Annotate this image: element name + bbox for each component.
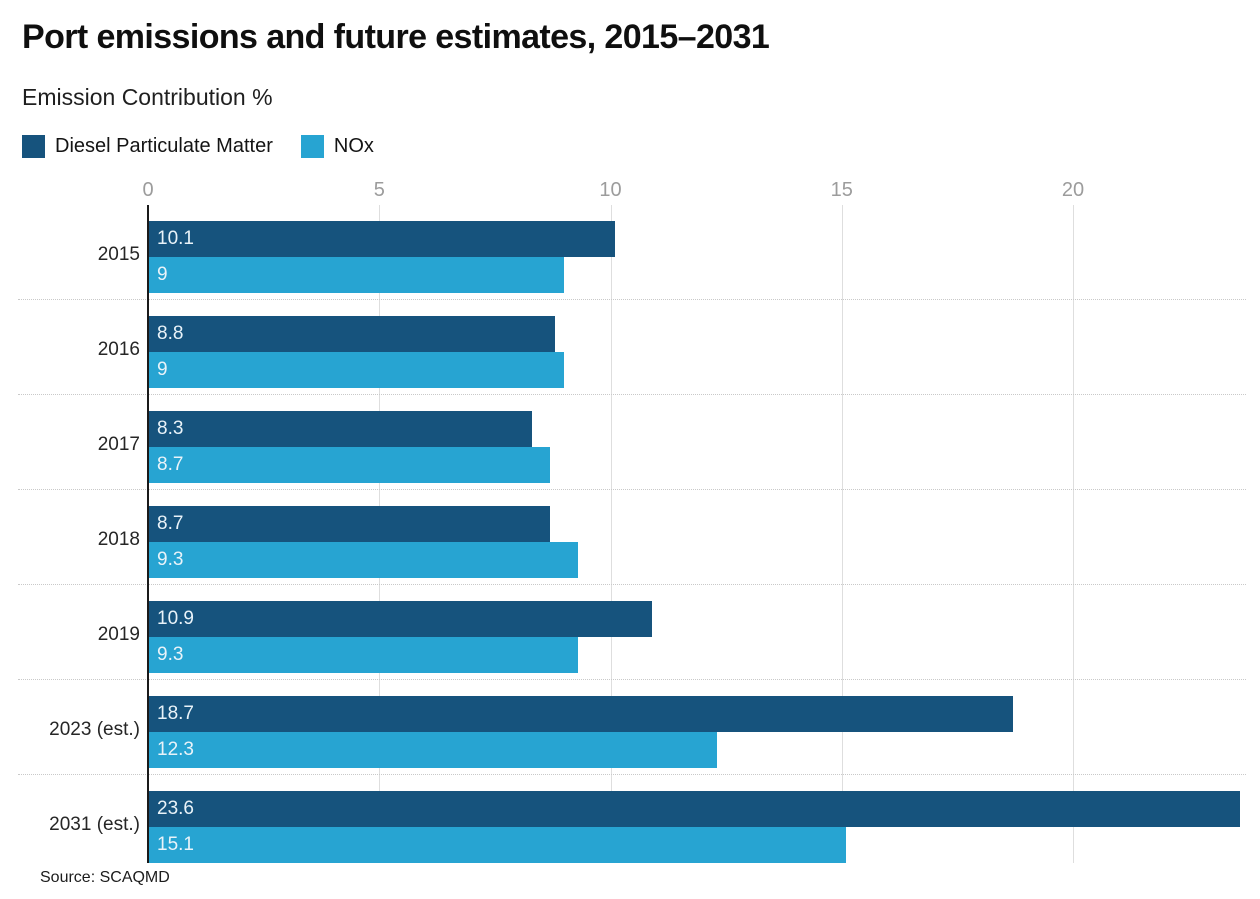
row-label: 2015 <box>97 244 140 265</box>
bar-value-label: 18.7 <box>157 703 194 724</box>
bar-value-label: 10.9 <box>157 608 194 629</box>
bar-nox: 15.1 <box>148 827 847 863</box>
chart-row: 2017 8.3 8.7 <box>18 395 1246 490</box>
bar-value-label: 8.7 <box>157 454 184 475</box>
bar-diesel-particulate-matter: 10.1 <box>148 221 616 257</box>
chart-row: 2023 (est.) 18.7 12.3 <box>18 680 1246 775</box>
legend-item-diesel-particulate-matter: Diesel Particulate Matter <box>22 135 273 158</box>
legend: Diesel Particulate Matter NOx <box>22 135 374 158</box>
bar-nox: 9 <box>148 257 565 293</box>
bar-value-label: 9 <box>157 359 168 380</box>
chart-row: 2018 8.7 9.3 <box>18 490 1246 585</box>
bar-value-label: 9.3 <box>157 549 184 570</box>
bar-value-label: 15.1 <box>157 834 194 855</box>
row-label: 2018 <box>97 529 140 550</box>
row-label: 2019 <box>97 624 140 645</box>
chart-title: Port emissions and future estimates, 201… <box>22 18 770 56</box>
x-tick-label: 20 <box>1061 179 1085 201</box>
bar-value-label: 8.3 <box>157 418 184 439</box>
x-axis-ticks: 0 5 10 15 20 <box>18 179 1246 205</box>
x-tick-label: 0 <box>142 179 154 201</box>
chart-row: 2016 8.8 9 <box>18 300 1246 395</box>
bar-nox: 9 <box>148 352 565 388</box>
bar-diesel-particulate-matter: 18.7 <box>148 696 1013 732</box>
x-tick-label: 15 <box>830 179 853 201</box>
axis-baseline <box>147 205 149 863</box>
row-label: 2023 (est.) <box>49 719 140 740</box>
bar-diesel-particulate-matter: 10.9 <box>148 601 653 637</box>
gridline <box>1073 205 1074 863</box>
row-label: 2016 <box>97 339 140 360</box>
gridline <box>841 205 843 863</box>
bar-value-label: 10.1 <box>157 228 194 249</box>
bar-nox: 12.3 <box>148 732 717 768</box>
value-axis-label: Emission Contribution % <box>22 84 273 110</box>
bar-value-label: 23.6 <box>157 798 194 819</box>
chart-row: 2015 10.1 9 <box>18 205 1246 300</box>
bar-value-label: 8.8 <box>157 323 184 344</box>
x-tick-label: 10 <box>599 179 622 201</box>
chart-row: 2031 (est.) 23.6 15.1 <box>18 775 1246 863</box>
bar-nox: 8.7 <box>148 447 551 483</box>
bar-diesel-particulate-matter: 8.7 <box>148 506 551 542</box>
gridline <box>610 205 612 863</box>
bar-diesel-particulate-matter: 23.6 <box>148 791 1240 827</box>
bar-value-label: 12.3 <box>157 739 194 760</box>
row-label: 2017 <box>97 434 140 455</box>
bar-value-label: 9.3 <box>157 644 184 665</box>
legend-swatch-nox <box>300 135 324 158</box>
bar-diesel-particulate-matter: 8.3 <box>148 411 532 447</box>
legend-item-nox: NOx <box>300 135 374 158</box>
legend-label-dpm: Diesel Particulate Matter <box>55 135 273 157</box>
legend-label-nox: NOx <box>333 135 374 157</box>
chart-row: 2019 10.9 9.3 <box>18 585 1246 680</box>
bar-chart: 2015 10.1 9 2016 8.8 9 2017 8.3 8.7 2018 8.7 9.3 201… <box>18 205 1246 863</box>
bar-value-label: 8.7 <box>157 513 184 534</box>
bar-value-label: 9 <box>157 264 168 285</box>
source-note: Source: SCAQMD <box>40 869 170 886</box>
bar-nox: 9.3 <box>148 542 579 578</box>
x-tick-label: 5 <box>373 179 385 201</box>
row-label: 2031 (est.) <box>49 814 140 835</box>
bar-nox: 9.3 <box>148 637 579 673</box>
bar-diesel-particulate-matter: 8.8 <box>148 316 555 352</box>
legend-swatch-dpm <box>22 135 45 158</box>
